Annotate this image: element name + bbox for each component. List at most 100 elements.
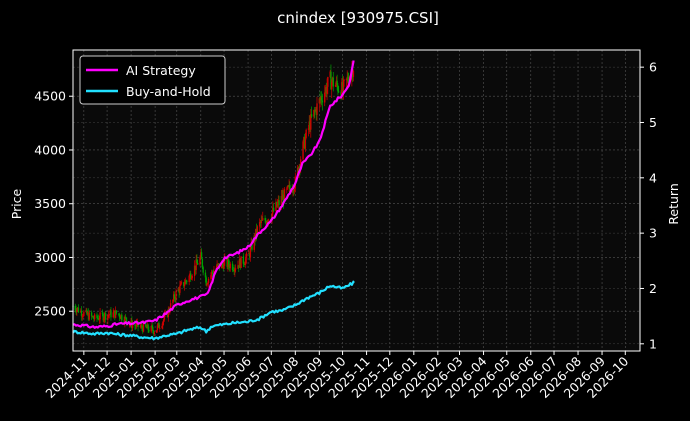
candle-body [334, 85, 337, 87]
candle-body [81, 315, 83, 317]
candle-body [324, 92, 326, 103]
candle-body [167, 309, 169, 318]
candle-body [92, 316, 94, 319]
candle-body [292, 190, 294, 192]
candle-body [261, 219, 263, 221]
candle-body [77, 307, 80, 313]
candle-body [131, 324, 134, 328]
candle-body [253, 235, 255, 250]
candle-body [335, 80, 338, 86]
candle-body [331, 77, 334, 82]
candle-body [210, 275, 212, 279]
candle-body [331, 81, 333, 90]
candle-body [211, 271, 214, 273]
candle-body [229, 263, 231, 269]
candle-body [341, 82, 344, 92]
candle-body [108, 314, 111, 316]
candle-body [83, 311, 85, 316]
candle-body [318, 98, 321, 104]
candle-body [173, 294, 176, 299]
candle-body [300, 159, 302, 169]
candle-body [130, 320, 132, 325]
left-tick-label: 4500 [34, 89, 66, 104]
candle-body [283, 188, 286, 203]
candle-body [276, 203, 279, 207]
candle-body [125, 317, 128, 322]
candle-body [297, 167, 300, 174]
candle-body [146, 324, 149, 329]
legend: AI Strategy Buy-and-Hold [79, 55, 226, 105]
candle-body [245, 253, 248, 259]
candle-body [305, 129, 307, 138]
candle-body [169, 303, 172, 312]
candle-body [316, 103, 318, 115]
candle-body [186, 281, 188, 283]
candle-body [93, 314, 96, 320]
candle-body [118, 314, 121, 318]
candle-body [141, 324, 143, 328]
candle-body [172, 299, 174, 304]
candle-body [142, 323, 145, 332]
candle-body [85, 309, 87, 312]
candle-body [200, 252, 203, 259]
candle-body [205, 277, 207, 286]
candle-body [179, 285, 181, 293]
candle-body [120, 314, 122, 319]
candle-body [87, 312, 89, 315]
candle-body [75, 309, 77, 313]
candle-body [272, 207, 275, 212]
candle-body [124, 316, 126, 324]
candle-body [319, 98, 321, 100]
candle-body [194, 265, 197, 271]
candle-body [245, 258, 247, 265]
candle-body [213, 270, 215, 275]
candle-body [223, 260, 225, 269]
candle-body [315, 109, 317, 115]
candle-body [233, 270, 235, 272]
left-tick-label: 3500 [34, 196, 66, 211]
candle-body [140, 324, 142, 327]
candle-body [222, 263, 224, 269]
candle-body [243, 263, 245, 265]
candle-body [327, 77, 329, 87]
candle-body [287, 185, 290, 187]
axes-frame [72, 49, 641, 352]
candle-body [107, 314, 109, 320]
candle-body [265, 221, 268, 224]
candle-body [256, 226, 259, 235]
candle-body [217, 264, 219, 265]
candle-body [183, 282, 185, 287]
candle-body [275, 202, 277, 212]
candle-body [281, 196, 283, 200]
candle-body [329, 71, 331, 78]
candle-body [145, 326, 148, 329]
candle-body [162, 319, 165, 323]
candle-body [286, 188, 288, 190]
candle-body [313, 109, 315, 117]
candle-body [248, 253, 251, 258]
candle-body [101, 312, 104, 314]
candle-body [190, 273, 192, 280]
candle-body [321, 100, 324, 103]
candle-body [145, 323, 147, 327]
candle-body [123, 320, 125, 324]
candle-body [238, 265, 240, 268]
candle-body [207, 283, 209, 284]
left-axis-label: Price [9, 188, 24, 219]
candle-body [272, 207, 274, 214]
left-axis: 2500 3000 3500 4000 4500 [34, 89, 73, 319]
series-line-buy-and-hold [72, 280, 355, 341]
candle-body [345, 78, 348, 80]
candle-body [148, 329, 150, 332]
candle-body [113, 310, 115, 313]
candle-body [310, 114, 313, 117]
candle-body [302, 141, 304, 160]
candle-body [188, 275, 190, 282]
candle-body [184, 280, 187, 285]
candle-body [239, 258, 242, 269]
candle-body [135, 325, 137, 327]
candle-body [76, 307, 79, 310]
candle-body [185, 280, 187, 282]
candle-body [343, 79, 345, 81]
